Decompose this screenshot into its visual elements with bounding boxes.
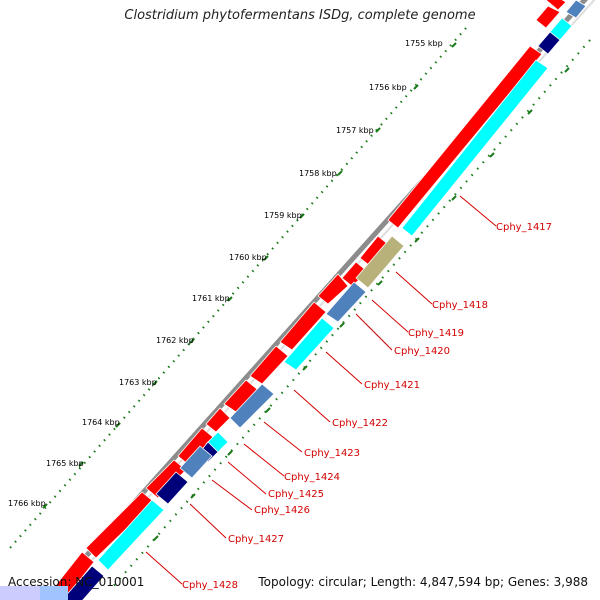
feature-block-blue[interactable] <box>229 383 275 429</box>
gene-label-cphy-1420[interactable]: Cphy_1420 <box>394 346 450 357</box>
gene-arrow[interactable] <box>545 0 567 11</box>
kbp-label-1764: 1764 kbp <box>82 418 120 427</box>
kbp-label-1757: 1757 kbp <box>336 126 374 135</box>
kbp-label-1765: 1765 kbp <box>46 459 84 468</box>
gene-label-cphy-1422[interactable]: Cphy_1422 <box>332 418 388 429</box>
gene-arrow[interactable] <box>279 301 327 351</box>
leader-lines <box>145 195 497 585</box>
feature-block-blue[interactable] <box>565 0 587 19</box>
gene-label-cphy-1418[interactable]: Cphy_1418 <box>432 300 488 311</box>
kbp-label-1755: 1755 kbp <box>405 39 443 48</box>
feature-block-navy[interactable] <box>61 565 105 600</box>
kbp-label-1760: 1760 kbp <box>229 253 267 262</box>
gene-label-cphy-1424[interactable]: Cphy_1424 <box>284 472 340 483</box>
gene-label-cphy-1417[interactable]: Cphy_1417 <box>496 222 552 233</box>
kbp-label-1766: 1766 kbp <box>8 499 46 508</box>
feature-block-cyan[interactable] <box>97 499 165 571</box>
kbp-label-1762: 1762 kbp <box>156 336 194 345</box>
gene-arrow[interactable] <box>249 345 289 385</box>
gene-label-cphy-1423[interactable]: Cphy_1423 <box>304 448 360 459</box>
genome-info-text: Topology: circular; Length: 4,847,594 bp… <box>258 575 588 589</box>
gene-label-cphy-1427[interactable]: Cphy_1427 <box>228 534 284 545</box>
kbp-labels: 1755 kbp 1756 kbp 1757 kbp 1758 kbp 1759… <box>8 39 443 508</box>
feature-block-cyan[interactable] <box>401 59 549 237</box>
feature-block-blue[interactable] <box>179 445 213 479</box>
gene-label-cphy-1421[interactable]: Cphy_1421 <box>364 380 420 391</box>
feature-block-navy[interactable] <box>155 471 189 505</box>
kbp-label-1759: 1759 kbp <box>264 211 302 220</box>
gene-labels: Cphy_1417 Cphy_1418 Cphy_1419 Cphy_1420 … <box>182 222 552 591</box>
major-ticks <box>42 42 457 509</box>
gene-arrow[interactable] <box>535 5 561 29</box>
feature-block-olive[interactable] <box>355 235 405 289</box>
feature-block-blue[interactable] <box>325 281 367 323</box>
outer-tick-ring <box>9 27 467 549</box>
gene-label-cphy-1425[interactable]: Cphy_1425 <box>268 489 324 500</box>
faint-track-blocks <box>0 586 68 600</box>
gene-label-cphy-1426[interactable]: Cphy_1426 <box>254 505 310 516</box>
gene-label-cphy-1419[interactable]: Cphy_1419 <box>408 328 464 339</box>
kbp-label-1758: 1758 kbp <box>299 169 337 178</box>
inner-tick-ring <box>109 39 591 591</box>
inner-major-ticks <box>153 67 570 541</box>
map-title: Clostridium phytofermentans ISDg, comple… <box>124 8 476 23</box>
feature-block-cyan[interactable] <box>283 317 335 371</box>
accession-text: Accession: NC_010001 <box>8 575 145 589</box>
feature-block-navy[interactable] <box>537 31 561 55</box>
gene-arrow[interactable] <box>317 273 349 305</box>
gene-arrow[interactable] <box>387 45 543 229</box>
kbp-label-1763: 1763 kbp <box>119 378 157 387</box>
cds-track <box>61 0 587 600</box>
kbp-label-1761: 1761 kbp <box>192 294 230 303</box>
gene-label-cphy-1428[interactable]: Cphy_1428 <box>182 580 238 591</box>
kbp-label-1756: 1756 kbp <box>369 83 407 92</box>
